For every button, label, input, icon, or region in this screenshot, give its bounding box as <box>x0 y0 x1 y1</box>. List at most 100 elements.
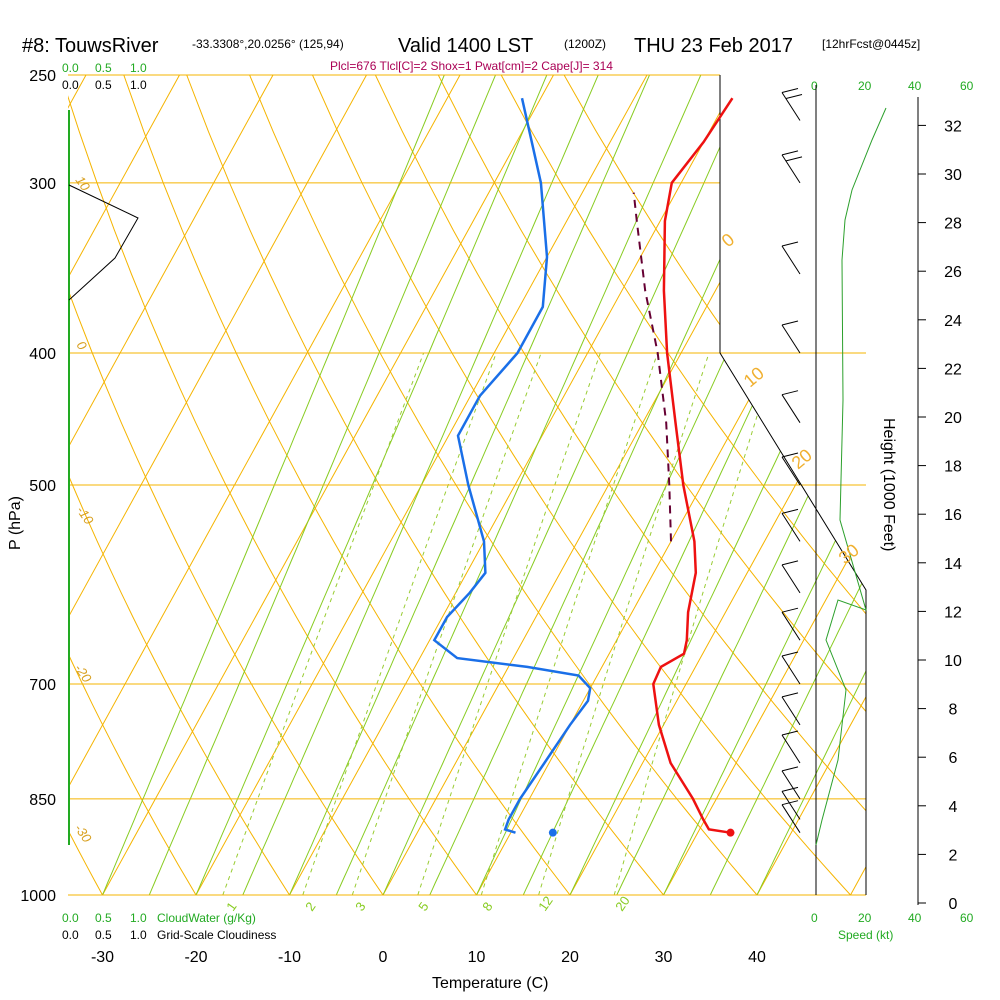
isotherm-line <box>663 75 866 895</box>
moist-adiabat-line <box>429 75 804 895</box>
cloudiness-bottom-2: 1.0 <box>130 928 147 942</box>
wind-barb <box>781 241 801 275</box>
wind-barb <box>781 320 801 354</box>
x-tick-label: -30 <box>91 949 114 966</box>
wind-barb-flag <box>781 766 799 772</box>
height-tick-label: 6 <box>949 750 958 767</box>
wind-barb-shaft <box>781 324 801 354</box>
x-axis-label: Temperature (C) <box>432 975 548 992</box>
pressure-tick-label: 700 <box>29 677 56 694</box>
wind-barb-shaft <box>781 513 801 542</box>
dry-adiabat-line <box>68 75 290 895</box>
x-tick-label: 40 <box>748 949 766 966</box>
wind-speed-profile <box>815 107 887 846</box>
forecast-info: [12hrFcst@0445z] <box>822 37 920 51</box>
height-tick-label: 12 <box>944 604 962 621</box>
height-tick-label: 32 <box>944 118 962 135</box>
height-tick-label: 4 <box>949 799 958 816</box>
speed-tick-bottom-2: 40 <box>908 911 922 925</box>
dewpoint-profile-line <box>432 97 592 834</box>
pressure-tick-label: 250 <box>29 68 56 85</box>
pressure-tick-label: 1000 <box>20 888 56 905</box>
cloudiness-scale-0: 0.0 <box>62 78 79 92</box>
wind-barb-shaft <box>781 696 801 726</box>
y2-axis-label: Height (1000 Feet) <box>880 418 897 551</box>
mixing-ratio-line <box>613 352 778 895</box>
speed-tick-bottom-1: 20 <box>858 911 872 925</box>
height-tick-label: 22 <box>944 361 962 378</box>
wind-barb-shaft <box>781 92 801 121</box>
dry-adiabat-line <box>249 75 758 895</box>
zulu-time: (1200Z) <box>564 37 606 51</box>
speed-tick-top-0: 0 <box>811 79 818 93</box>
x-tick-label: -20 <box>184 949 207 966</box>
speed-tick-bottom-0: 0 <box>811 911 818 925</box>
x-tick-label: 0 <box>379 949 388 966</box>
pressure-tick-label: 400 <box>29 346 56 363</box>
wind-barb-shaft <box>781 456 801 486</box>
wind-barb-flag <box>781 150 799 156</box>
mixing-ratio-label: 20 <box>612 893 633 913</box>
cloudwater-scale-0: 0.0 <box>62 61 79 75</box>
moist-adiabat-label: 10 <box>740 363 768 391</box>
x-tick-label: -10 <box>278 949 301 966</box>
cloudwater-bottom-1: 0.5 <box>95 911 112 925</box>
height-tick-label: 18 <box>944 459 962 476</box>
wind-barb <box>781 390 801 423</box>
height-tick-label: 0 <box>949 896 958 913</box>
wind-barb-flag <box>785 156 803 162</box>
dry-adiabat-line <box>68 75 477 895</box>
wind-barb-flag <box>781 730 799 736</box>
temperature-profile-line <box>652 97 734 834</box>
isotherm-line <box>68 75 180 895</box>
wind-barb-flag <box>781 607 799 613</box>
mixing-ratio-label: 3 <box>352 899 368 914</box>
dry-adiabat-line <box>312 75 851 895</box>
wind-barb <box>781 766 801 800</box>
parcel-profile-line <box>632 192 672 542</box>
wind-barb-flag <box>781 452 799 458</box>
pressure-tick-label: 500 <box>29 478 56 495</box>
isotherm-line <box>68 75 274 895</box>
cloudiness-scale-1: 0.5 <box>95 78 112 92</box>
speed-tick-top-2: 40 <box>908 79 922 93</box>
mixing-ratio-line <box>222 352 425 895</box>
moist-adiabat-label: 0 <box>718 229 739 251</box>
height-tick-label: 28 <box>944 216 962 233</box>
wind-barb <box>781 786 801 820</box>
cloudwater-bottom-0: 0.0 <box>62 911 79 925</box>
wind-barb-flag <box>781 508 799 514</box>
speed-tick-top-1: 20 <box>858 79 872 93</box>
height-tick-label: 14 <box>944 556 962 573</box>
valid-date: THU 23 Feb 2017 <box>634 35 793 57</box>
height-tick-label: 8 <box>949 702 958 719</box>
height-tick-label: 2 <box>949 847 958 864</box>
cloudiness-scale-2: 1.0 <box>130 78 147 92</box>
data-layer <box>432 88 887 846</box>
x-tick-label: 10 <box>468 949 486 966</box>
y-axis-label: P (hPa) <box>7 496 24 550</box>
moist-adiabat-label: 30 <box>835 540 863 568</box>
mixing-ratio-line <box>538 352 710 895</box>
moist-adiabat-line <box>102 75 445 895</box>
wind-barb <box>781 560 801 594</box>
wind-barb <box>781 508 801 542</box>
mixing-ratio-line <box>480 352 658 895</box>
speed-tick-top-3: 60 <box>960 79 974 93</box>
moist-adiabat-line <box>195 75 548 895</box>
wind-barb-shaft <box>781 734 801 764</box>
wind-barb-flag <box>781 800 799 806</box>
station-title: #8: TouwsRiver <box>22 35 159 57</box>
wind-barb-shaft <box>781 770 801 800</box>
moist-adiabat-line <box>289 75 650 895</box>
wind-barb-shaft <box>781 245 801 275</box>
dry-adiabat-line <box>68 75 197 895</box>
height-tick-label: 26 <box>944 264 962 281</box>
height-tick-label: 16 <box>944 507 962 524</box>
isotherm-line <box>944 75 1000 895</box>
mixing-ratio-label: 2 <box>302 899 318 914</box>
wind-barb-shaft <box>781 564 801 594</box>
wind-barb-shaft <box>781 154 801 184</box>
cloudwater-bottom-2: 1.0 <box>130 911 147 925</box>
wind-barb-shaft <box>781 611 801 641</box>
